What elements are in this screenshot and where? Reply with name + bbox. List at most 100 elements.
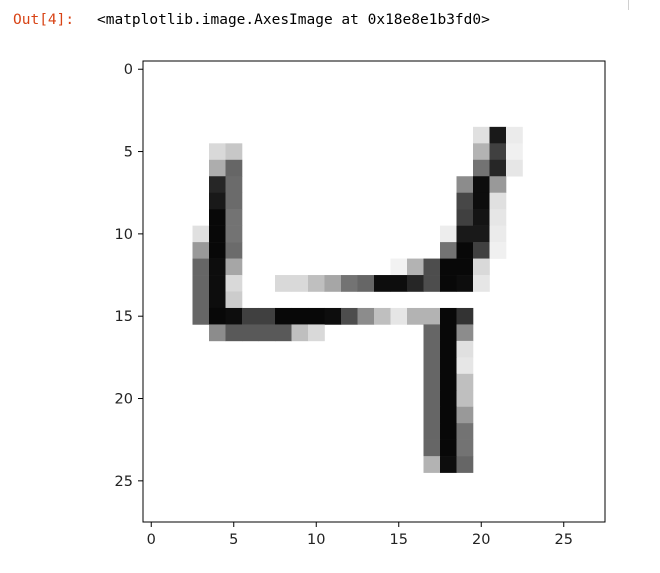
image-pixel <box>423 456 441 473</box>
image-pixel <box>489 242 507 259</box>
image-pixel <box>209 209 226 226</box>
image-pixel <box>209 324 226 342</box>
image-pixel <box>506 159 523 177</box>
image-pixel <box>374 275 391 292</box>
image-pixel <box>489 192 507 210</box>
image-pixel <box>324 275 342 292</box>
image-pixel <box>456 192 474 210</box>
x-tick-label: 25 <box>555 532 573 548</box>
x-tick-label: 15 <box>390 532 408 548</box>
image-pixel <box>242 324 259 342</box>
image-pixel <box>275 324 292 342</box>
image-pixel <box>192 225 210 243</box>
image-pixel <box>423 357 441 375</box>
image-pixel <box>291 275 309 292</box>
y-axis: 0 5 10 15 20 25 <box>115 62 143 490</box>
image-pixel <box>357 275 375 292</box>
image-pixel <box>209 291 226 309</box>
image-pixel <box>473 159 490 177</box>
image-pixel <box>423 324 441 342</box>
image-pixel <box>225 307 243 325</box>
image-pixel <box>456 307 474 325</box>
image-pixel <box>275 307 292 325</box>
image-pixel <box>258 324 276 342</box>
image-pixel <box>456 258 474 276</box>
image-pixel <box>489 225 507 243</box>
image-pixel <box>209 258 226 276</box>
image-pixel <box>423 275 441 292</box>
cell-divider <box>628 0 629 10</box>
image-pixel <box>456 209 474 226</box>
image-pixel <box>440 357 457 375</box>
image-pixel <box>225 159 243 177</box>
image-pixel <box>489 176 507 194</box>
image-pixel <box>456 176 474 194</box>
image-pixel <box>423 423 441 440</box>
image-pixel <box>209 242 226 259</box>
image-pixel <box>456 324 474 342</box>
image-pixel <box>440 258 457 276</box>
image-pixel <box>423 258 441 276</box>
image-pixel <box>209 143 226 161</box>
image-pixel <box>423 406 441 424</box>
image-pixel <box>489 209 507 226</box>
image-pixel <box>456 456 474 473</box>
image-pixel <box>192 275 210 292</box>
image-pixel <box>423 307 441 325</box>
image-pixel <box>192 258 210 276</box>
image-pixel <box>390 275 408 292</box>
image-pixel <box>225 275 243 292</box>
image-pixel <box>192 307 210 325</box>
image-pixel <box>225 192 243 210</box>
image-pixel <box>506 126 523 144</box>
image-pixel <box>225 225 243 243</box>
image-pixel <box>473 126 490 144</box>
y-tick-label: 25 <box>115 474 133 490</box>
image-pixel <box>209 225 226 243</box>
image-pixel <box>456 390 474 408</box>
image-pixel <box>258 307 276 325</box>
image-pixel <box>440 456 457 473</box>
y-tick-label: 10 <box>115 227 133 243</box>
image-pixel <box>440 406 457 424</box>
image-pixel <box>489 143 507 161</box>
image-pixel <box>456 340 474 358</box>
image-pixel <box>357 307 375 325</box>
image-pixel <box>275 275 292 292</box>
y-tick-label: 0 <box>124 62 133 78</box>
image-pixel <box>473 192 490 210</box>
image-pixel <box>407 275 424 292</box>
image-pixels <box>192 126 523 473</box>
output-prompt: Out[4]: <box>13 12 75 28</box>
image-pixel <box>291 307 309 325</box>
image-pixel <box>341 307 358 325</box>
y-tick-label: 20 <box>115 392 133 408</box>
image-pixel <box>489 159 507 177</box>
x-tick-label: 10 <box>307 532 325 548</box>
x-tick-label: 0 <box>147 532 156 548</box>
image-pixel <box>456 275 474 292</box>
image-pixel <box>308 275 325 292</box>
image-pixel <box>456 423 474 440</box>
image-pixel <box>341 275 358 292</box>
image-pixel <box>456 439 474 457</box>
y-tick-label: 15 <box>115 309 133 325</box>
image-pixel <box>440 373 457 391</box>
image-pixel <box>506 143 523 161</box>
image-pixel <box>209 275 226 292</box>
image-pixel <box>209 192 226 210</box>
image-pixel <box>440 307 457 325</box>
image-pixel <box>456 357 474 375</box>
image-pixel <box>209 307 226 325</box>
image-pixel <box>225 209 243 226</box>
image-pixel <box>440 225 457 243</box>
output-repr-text: <matplotlib.image.AxesImage at 0x18e8e1b… <box>97 12 490 28</box>
image-pixel <box>440 340 457 358</box>
image-pixel <box>242 307 259 325</box>
image-pixel <box>473 242 490 259</box>
image-pixel <box>374 307 391 325</box>
image-pixel <box>456 225 474 243</box>
x-tick-label: 20 <box>472 532 490 548</box>
image-pixel <box>473 143 490 161</box>
